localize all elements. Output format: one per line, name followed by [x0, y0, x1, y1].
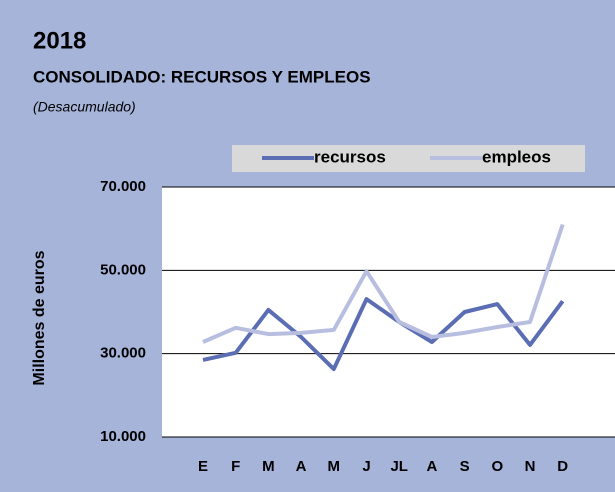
x-tick-label: JL: [390, 458, 408, 475]
x-tick-label: D: [557, 458, 568, 475]
series-line: [202, 297, 565, 372]
plot-area: [162, 187, 615, 437]
x-tick-label: A: [296, 458, 307, 475]
chart-title: 2018: [33, 27, 86, 54]
x-tick-label: M: [328, 458, 341, 475]
series-line: [202, 223, 565, 344]
x-tick-label: A: [426, 458, 437, 475]
y-tick-label: 50.000: [100, 261, 146, 278]
x-tick-label: M: [262, 458, 275, 475]
chart-note: (Desacumulado): [33, 99, 136, 115]
x-tick-label: O: [491, 458, 503, 475]
x-tick-label: F: [231, 458, 240, 475]
y-tick-label: 70.000: [100, 178, 146, 195]
chart-subtitle: CONSOLIDADO: RECURSOS Y EMPLEOS: [33, 67, 371, 86]
y-axis-label: Millones de euros: [31, 250, 48, 385]
x-tick-label: N: [525, 458, 536, 475]
y-tick-label: 10.000: [100, 428, 146, 445]
x-tick-label: J: [362, 458, 370, 475]
x-tick-label: E: [198, 458, 208, 475]
legend-label: recursos: [314, 147, 386, 166]
legend-label: empleos: [482, 147, 551, 166]
y-tick-label: 30.000: [100, 345, 146, 362]
x-tick-label: S: [460, 458, 470, 475]
